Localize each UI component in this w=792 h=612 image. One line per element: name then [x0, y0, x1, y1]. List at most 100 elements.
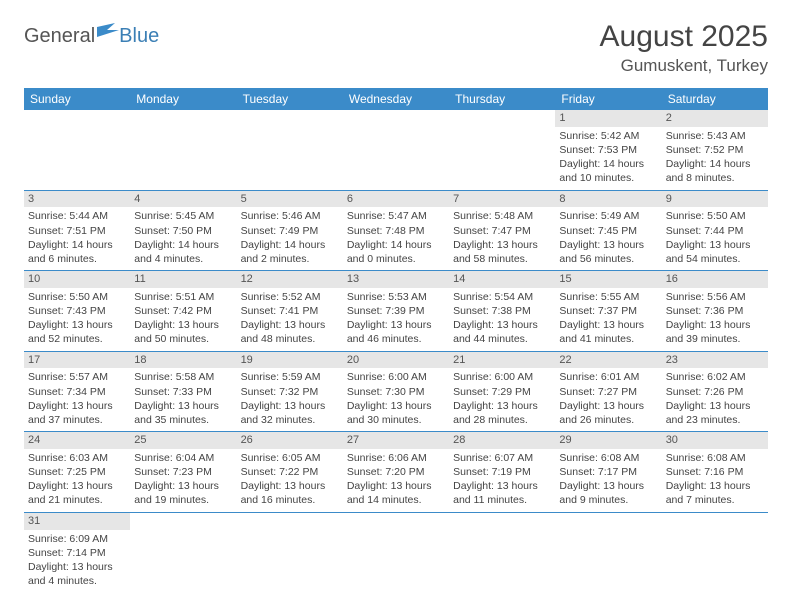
calendar-body: 1Sunrise: 5:42 AMSunset: 7:53 PMDaylight… [24, 110, 768, 592]
day-number: 17 [24, 352, 130, 369]
sunset-text: Sunset: 7:23 PM [134, 465, 232, 479]
daylight-text: Daylight: 13 hours [28, 479, 126, 493]
sunset-text: Sunset: 7:33 PM [134, 385, 232, 399]
calendar-cell: 24Sunrise: 6:03 AMSunset: 7:25 PMDayligh… [24, 432, 130, 513]
sunrise-text: Sunrise: 5:47 AM [347, 209, 445, 223]
calendar-cell: 15Sunrise: 5:55 AMSunset: 7:37 PMDayligh… [555, 271, 661, 352]
daylight-text: and 0 minutes. [347, 252, 445, 266]
day-number: 3 [24, 191, 130, 208]
sunset-text: Sunset: 7:45 PM [559, 224, 657, 238]
sunrise-text: Sunrise: 5:42 AM [559, 129, 657, 143]
calendar-cell: 10Sunrise: 5:50 AMSunset: 7:43 PMDayligh… [24, 271, 130, 352]
daylight-text: Daylight: 13 hours [453, 238, 551, 252]
logo-text-general: General [24, 25, 95, 48]
daylight-text: Daylight: 13 hours [241, 399, 339, 413]
sunrise-text: Sunrise: 5:56 AM [666, 290, 764, 304]
sunset-text: Sunset: 7:16 PM [666, 465, 764, 479]
day-number: 23 [662, 352, 768, 369]
daylight-text: and 21 minutes. [28, 493, 126, 507]
daylight-text: and 41 minutes. [559, 332, 657, 346]
day-number: 16 [662, 271, 768, 288]
calendar-cell-empty [343, 512, 449, 592]
sunset-text: Sunset: 7:37 PM [559, 304, 657, 318]
sunrise-text: Sunrise: 5:50 AM [666, 209, 764, 223]
calendar-row: 10Sunrise: 5:50 AMSunset: 7:43 PMDayligh… [24, 271, 768, 352]
day-number: 25 [130, 432, 236, 449]
daylight-text: Daylight: 14 hours [134, 238, 232, 252]
calendar-cell: 3Sunrise: 5:44 AMSunset: 7:51 PMDaylight… [24, 190, 130, 271]
calendar-cell-empty [343, 110, 449, 190]
daylight-text: and 48 minutes. [241, 332, 339, 346]
daylight-text: Daylight: 14 hours [666, 157, 764, 171]
logo-flag-icon [97, 20, 119, 43]
calendar-cell-empty [449, 512, 555, 592]
daylight-text: and 50 minutes. [134, 332, 232, 346]
daylight-text: Daylight: 13 hours [666, 318, 764, 332]
daylight-text: and 10 minutes. [559, 171, 657, 185]
sunset-text: Sunset: 7:32 PM [241, 385, 339, 399]
daylight-text: and 30 minutes. [347, 413, 445, 427]
daylight-text: Daylight: 13 hours [559, 399, 657, 413]
sunrise-text: Sunrise: 6:03 AM [28, 451, 126, 465]
calendar-table: SundayMondayTuesdayWednesdayThursdayFrid… [24, 88, 768, 592]
calendar-cell: 6Sunrise: 5:47 AMSunset: 7:48 PMDaylight… [343, 190, 449, 271]
day-number: 29 [555, 432, 661, 449]
calendar-row: 31Sunrise: 6:09 AMSunset: 7:14 PMDayligh… [24, 512, 768, 592]
month-title: August 2025 [600, 20, 768, 54]
daylight-text: Daylight: 13 hours [28, 399, 126, 413]
calendar-cell: 18Sunrise: 5:58 AMSunset: 7:33 PMDayligh… [130, 351, 236, 432]
sunset-text: Sunset: 7:19 PM [453, 465, 551, 479]
sunrise-text: Sunrise: 5:45 AM [134, 209, 232, 223]
sunrise-text: Sunrise: 6:06 AM [347, 451, 445, 465]
daylight-text: Daylight: 13 hours [453, 479, 551, 493]
daylight-text: and 52 minutes. [28, 332, 126, 346]
calendar-cell: 16 Sunrise: 5:56 AMSunset: 7:36 PMDayligh… [662, 271, 768, 352]
day-number: 13 [343, 271, 449, 288]
sunrise-text: Sunrise: 6:04 AM [134, 451, 232, 465]
sunset-text: Sunset: 7:34 PM [28, 385, 126, 399]
calendar-cell: 13Sunrise: 5:53 AMSunset: 7:39 PMDayligh… [343, 271, 449, 352]
weekday-header: Sunday [24, 88, 130, 110]
day-number: 8 [555, 191, 661, 208]
daylight-text: and 58 minutes. [453, 252, 551, 266]
sunset-text: Sunset: 7:26 PM [666, 385, 764, 399]
calendar-cell: 19Sunrise: 5:59 AMSunset: 7:32 PMDayligh… [237, 351, 343, 432]
daylight-text: and 8 minutes. [666, 171, 764, 185]
daylight-text: and 35 minutes. [134, 413, 232, 427]
sunset-text: Sunset: 7:14 PM [28, 546, 126, 560]
sunset-text: Sunset: 7:50 PM [134, 224, 232, 238]
calendar-cell: 4Sunrise: 5:45 AMSunset: 7:50 PMDaylight… [130, 190, 236, 271]
calendar-cell-empty [237, 110, 343, 190]
daylight-text: and 44 minutes. [453, 332, 551, 346]
day-number: 31 [24, 513, 130, 530]
day-number: 7 [449, 191, 555, 208]
day-number: 5 [237, 191, 343, 208]
daylight-text: Daylight: 14 hours [559, 157, 657, 171]
weekday-header: Saturday [662, 88, 768, 110]
daylight-text: and 7 minutes. [666, 493, 764, 507]
calendar-cell-empty [130, 512, 236, 592]
daylight-text: Daylight: 13 hours [241, 479, 339, 493]
sunrise-text: Sunrise: 5:48 AM [453, 209, 551, 223]
daylight-text: and 46 minutes. [347, 332, 445, 346]
daylight-text: and 26 minutes. [559, 413, 657, 427]
sunrise-text: Sunrise: 5:53 AM [347, 290, 445, 304]
calendar-row: 24Sunrise: 6:03 AMSunset: 7:25 PMDayligh… [24, 432, 768, 513]
sunrise-text: Sunrise: 5:58 AM [134, 370, 232, 384]
weekday-header: Monday [130, 88, 236, 110]
weekday-header: Tuesday [237, 88, 343, 110]
calendar-cell: 23Sunrise: 6:02 AMSunset: 7:26 PMDayligh… [662, 351, 768, 432]
calendar-row: 3Sunrise: 5:44 AMSunset: 7:51 PMDaylight… [24, 190, 768, 271]
daylight-text: and 16 minutes. [241, 493, 339, 507]
daylight-text: Daylight: 13 hours [453, 399, 551, 413]
daylight-text: and 2 minutes. [241, 252, 339, 266]
title-block: August 2025 Gumuskent, Turkey [600, 20, 768, 76]
calendar-cell: 9Sunrise: 5:50 AMSunset: 7:44 PMDaylight… [662, 190, 768, 271]
sunset-text: Sunset: 7:17 PM [559, 465, 657, 479]
daylight-text: Daylight: 13 hours [134, 479, 232, 493]
daylight-text: Daylight: 13 hours [559, 479, 657, 493]
daylight-text: Daylight: 13 hours [347, 399, 445, 413]
sunset-text: Sunset: 7:36 PM [666, 304, 764, 318]
sunrise-text: Sunrise: 6:02 AM [666, 370, 764, 384]
day-number: 10 [24, 271, 130, 288]
